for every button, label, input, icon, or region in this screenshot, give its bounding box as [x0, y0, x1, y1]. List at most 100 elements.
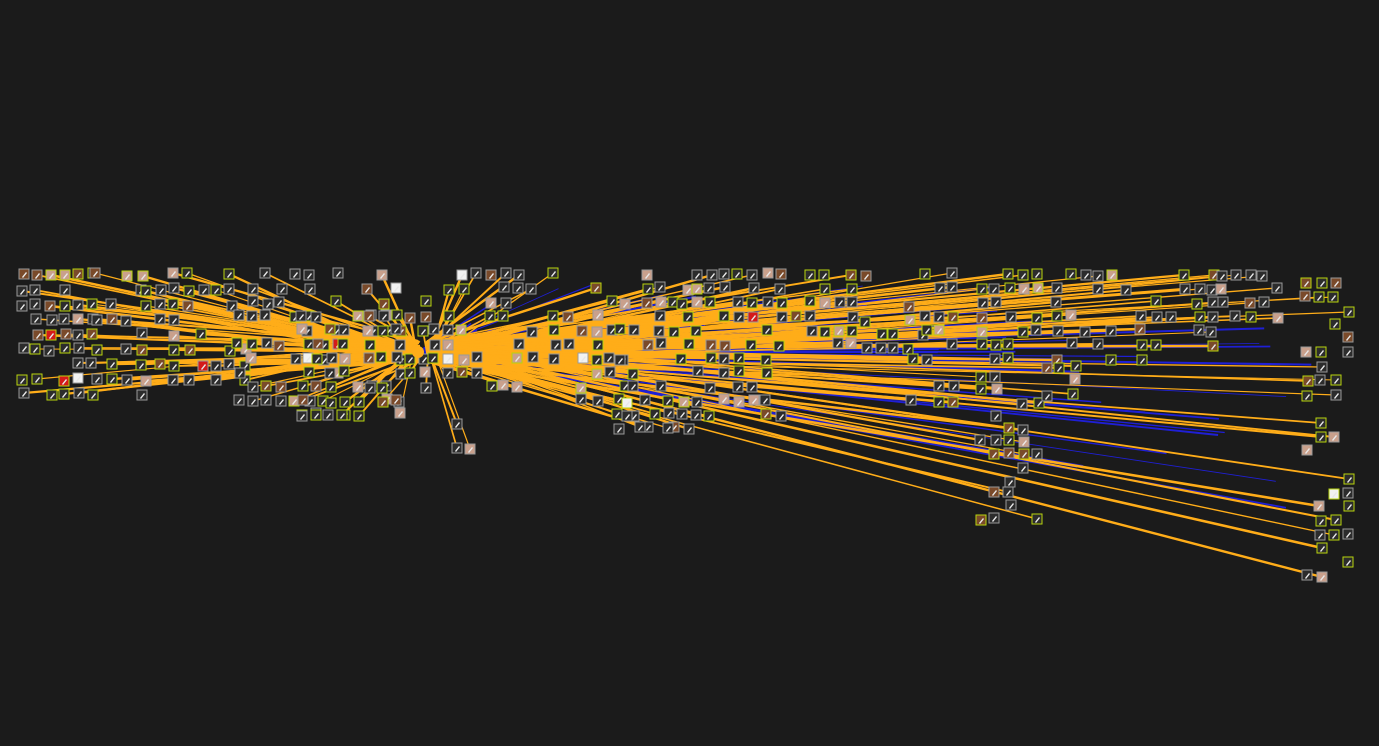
graph-node[interactable] [72, 299, 84, 311]
graph-node[interactable] [1002, 352, 1014, 364]
graph-node[interactable] [377, 325, 389, 337]
graph-node[interactable] [762, 267, 774, 279]
graph-node[interactable] [634, 421, 646, 433]
graph-node[interactable] [233, 309, 245, 321]
graph-node[interactable] [16, 374, 28, 386]
graph-node[interactable] [362, 325, 374, 337]
graph-node[interactable] [1067, 388, 1079, 400]
graph-node[interactable] [455, 324, 467, 336]
graph-node[interactable] [352, 310, 364, 322]
graph-node[interactable] [378, 298, 390, 310]
graph-node[interactable] [591, 326, 603, 338]
graph-node[interactable] [1207, 340, 1219, 352]
graph-node[interactable] [1135, 310, 1147, 322]
graph-node[interactable] [404, 312, 416, 324]
graph-node[interactable] [353, 410, 365, 422]
graph-node[interactable] [324, 323, 336, 335]
graph-node[interactable] [275, 381, 287, 393]
graph-node[interactable] [210, 284, 222, 296]
graph-node[interactable] [921, 324, 933, 336]
graph-node[interactable] [731, 268, 743, 280]
graph-node[interactable] [1003, 422, 1015, 434]
graph-node[interactable] [904, 314, 916, 326]
graph-node[interactable] [485, 269, 497, 281]
graph-node[interactable] [575, 382, 587, 394]
graph-node[interactable] [1018, 283, 1030, 295]
graph-node[interactable] [975, 371, 987, 383]
graph-node[interactable] [1092, 338, 1104, 350]
graph-node[interactable] [678, 396, 690, 408]
graph-node[interactable] [703, 410, 715, 422]
graph-node[interactable] [260, 380, 272, 392]
graph-node[interactable] [246, 338, 258, 350]
graph-node[interactable] [683, 338, 695, 350]
graph-node[interactable] [562, 311, 574, 323]
graph-node[interactable] [1041, 362, 1053, 374]
graph-node[interactable] [456, 366, 468, 378]
graph-node[interactable] [85, 357, 97, 369]
graph-node[interactable] [746, 381, 758, 393]
graph-node[interactable] [1316, 277, 1328, 289]
graph-node[interactable] [195, 328, 207, 340]
graph-node[interactable] [363, 310, 375, 322]
graph-node[interactable] [976, 312, 988, 324]
graph-node[interactable] [682, 311, 694, 323]
graph-node[interactable] [1051, 310, 1063, 322]
graph-node[interactable] [276, 283, 288, 295]
graph-node[interactable] [498, 281, 510, 293]
graph-node[interactable] [946, 281, 958, 293]
graph-node[interactable] [451, 442, 463, 454]
graph-node[interactable] [296, 410, 308, 422]
graph-node[interactable] [704, 382, 716, 394]
graph-node[interactable] [746, 297, 758, 309]
graph-node[interactable] [45, 269, 57, 281]
graph-node[interactable] [72, 357, 84, 369]
graph-node[interactable] [45, 329, 57, 341]
graph-node[interactable] [1136, 354, 1148, 366]
graph-node[interactable] [846, 296, 858, 308]
graph-node[interactable] [718, 310, 730, 322]
graph-node[interactable] [29, 343, 41, 355]
graph-node[interactable] [547, 310, 559, 322]
graph-node[interactable] [1316, 542, 1328, 554]
graph-node[interactable] [364, 382, 376, 394]
graph-node[interactable] [363, 352, 375, 364]
graph-node[interactable] [591, 368, 603, 380]
graph-node[interactable] [614, 323, 626, 335]
graph-node[interactable] [902, 343, 914, 355]
graph-node[interactable] [168, 360, 180, 372]
graph-node[interactable] [934, 282, 946, 294]
graph-node[interactable] [297, 380, 309, 392]
graph-node[interactable] [1343, 473, 1355, 485]
graph-node[interactable] [1031, 448, 1043, 460]
graph-node[interactable] [525, 283, 537, 295]
graph-node[interactable] [312, 338, 324, 350]
graph-node[interactable] [1070, 360, 1082, 372]
graph-node[interactable] [641, 269, 653, 281]
graph-node[interactable] [247, 283, 259, 295]
graph-node[interactable] [655, 337, 667, 349]
graph-node[interactable] [105, 298, 117, 310]
graph-node[interactable] [121, 270, 133, 282]
graph-node[interactable] [168, 330, 180, 342]
graph-node[interactable] [1017, 326, 1029, 338]
graph-node[interactable] [226, 300, 238, 312]
graph-node[interactable] [627, 380, 639, 392]
graph-node[interactable] [18, 387, 30, 399]
graph-node[interactable] [1106, 269, 1118, 281]
graph-node[interactable] [223, 268, 235, 280]
graph-node[interactable] [691, 296, 703, 308]
graph-node[interactable] [73, 387, 85, 399]
graph-hub-node[interactable] [412, 346, 424, 358]
graph-node[interactable] [1178, 269, 1190, 281]
graph-node[interactable] [140, 300, 152, 312]
graph-node[interactable] [311, 353, 323, 365]
graph-node[interactable] [183, 285, 195, 297]
graph-node[interactable] [442, 339, 454, 351]
graph-node[interactable] [154, 313, 166, 325]
graph-node[interactable] [905, 394, 917, 406]
graph-node[interactable] [675, 353, 687, 365]
graph-node[interactable] [760, 408, 772, 420]
graph-node[interactable] [692, 365, 704, 377]
graph-node[interactable] [376, 382, 388, 394]
